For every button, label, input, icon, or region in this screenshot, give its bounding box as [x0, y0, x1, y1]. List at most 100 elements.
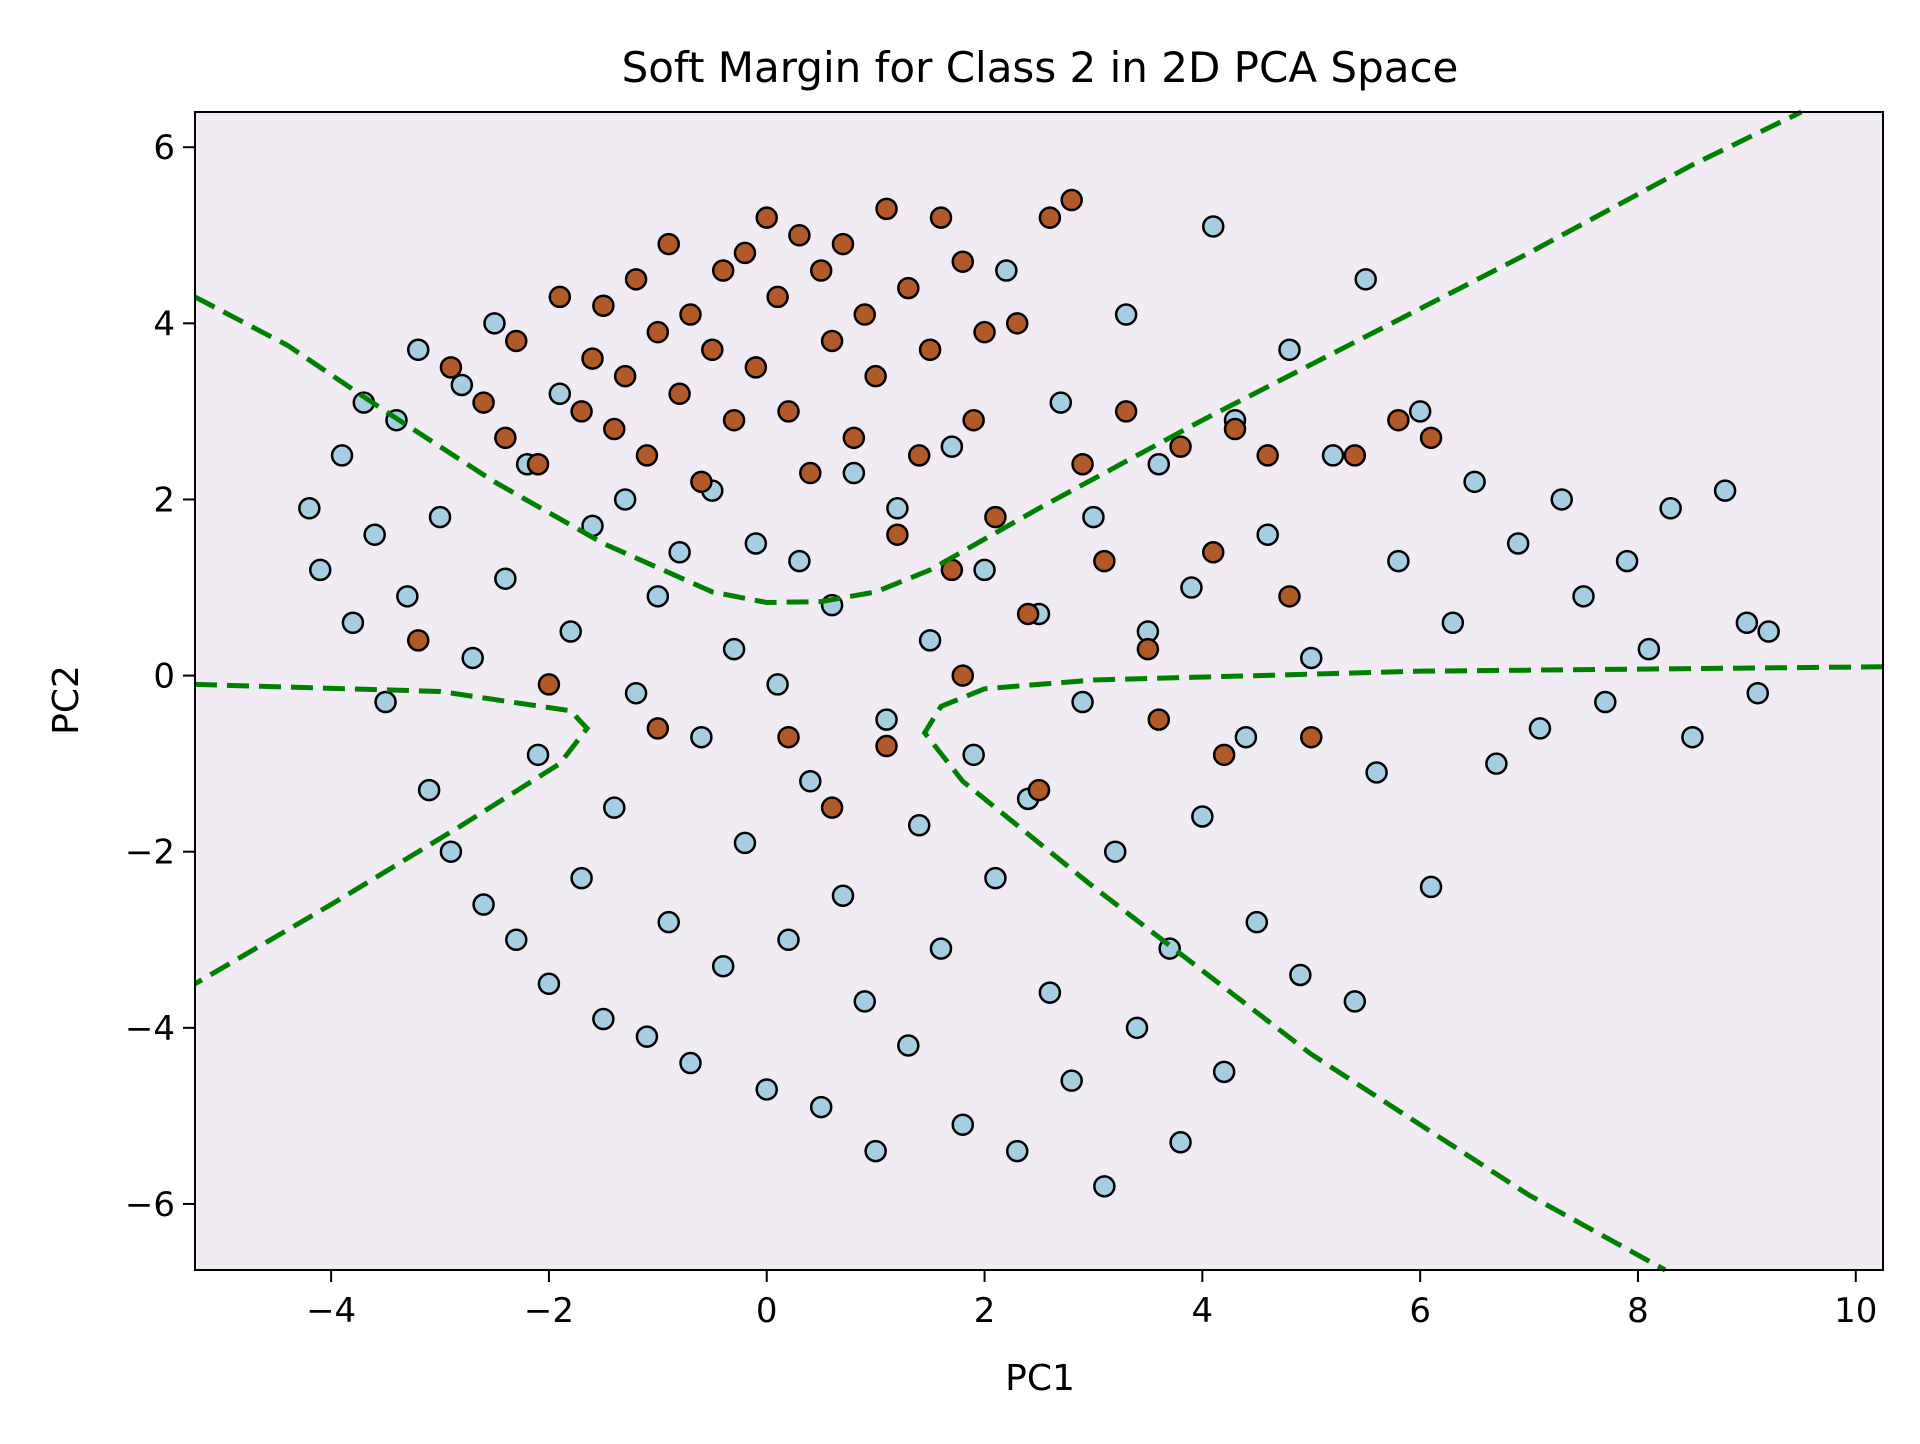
- point-other-class: [417, 778, 441, 802]
- point-other-class: [1093, 1175, 1116, 1198]
- point-other-class: [1049, 391, 1073, 414]
- y-axis-ticks: −6 −4 −2 0 2 4 6: [125, 128, 195, 1225]
- point-class-2: [907, 444, 931, 467]
- point-other-class: [690, 725, 713, 749]
- point-class-2: [537, 673, 561, 696]
- point-class-2: [1114, 400, 1138, 423]
- y-tick-label: 2: [153, 480, 175, 520]
- point-other-class: [1256, 523, 1279, 546]
- point-class-2: [984, 505, 1007, 529]
- point-other-class: [1082, 505, 1105, 529]
- point-other-class: [897, 1034, 920, 1057]
- point-class-2: [1256, 444, 1279, 467]
- point-class-2: [973, 320, 996, 344]
- point-class-2: [1136, 637, 1160, 661]
- point-other-class: [548, 382, 572, 406]
- point-other-class: [886, 497, 909, 520]
- point-class-2: [603, 417, 626, 441]
- point-class-2: [875, 734, 898, 758]
- point-class-2: [788, 224, 811, 247]
- point-other-class: [570, 866, 593, 890]
- point-other-class: [1005, 1139, 1029, 1163]
- point-class-2: [875, 197, 898, 221]
- point-class-2: [407, 629, 430, 652]
- point-other-class: [1354, 268, 1377, 291]
- point-class-2: [657, 232, 680, 256]
- point-other-class: [755, 1078, 778, 1101]
- point-class-2: [886, 523, 909, 546]
- point-other-class: [374, 690, 397, 714]
- x-tick-label: −2: [524, 1291, 574, 1331]
- point-other-class: [962, 743, 985, 767]
- point-other-class: [646, 585, 670, 608]
- point-other-class: [657, 910, 680, 934]
- point-other-class: [559, 620, 582, 643]
- point-class-2: [592, 294, 615, 317]
- point-other-class: [733, 831, 757, 855]
- point-other-class: [1735, 611, 1759, 635]
- point-other-class: [1757, 620, 1780, 643]
- point-other-class: [363, 523, 386, 546]
- margin-lines-layer: [193, 109, 1884, 1273]
- x-axis-ticks: −4 −2 0 2 4 6 8 10: [306, 1270, 1877, 1331]
- point-class-2: [1212, 743, 1236, 767]
- point-other-class: [1365, 761, 1388, 784]
- point-other-class: [1713, 479, 1737, 502]
- point-class-2: [951, 250, 975, 273]
- chart-title: Soft Margin for Class 2 in 2D PCA Space: [622, 43, 1459, 92]
- point-class-2: [809, 259, 833, 282]
- point-class-2: [777, 725, 800, 749]
- point-class-2: [1300, 725, 1323, 749]
- point-other-class: [918, 629, 942, 652]
- point-other-class: [624, 681, 648, 705]
- point-other-class: [1321, 444, 1345, 467]
- x-tick-label: 0: [756, 1291, 778, 1331]
- point-other-class: [1114, 303, 1138, 326]
- point-class-2: [624, 268, 648, 291]
- point-class-2: [853, 303, 877, 326]
- point-class-2: [766, 285, 789, 309]
- point-other-class: [505, 928, 528, 952]
- point-class-2: [646, 320, 670, 344]
- point-class-2: [820, 329, 844, 353]
- point-class-2: [701, 338, 724, 362]
- point-class-2: [668, 382, 691, 406]
- point-other-class: [1659, 497, 1682, 520]
- point-other-class: [1245, 910, 1269, 934]
- point-class-2: [951, 664, 975, 687]
- point-class-2: [755, 206, 778, 229]
- point-other-class: [1125, 1016, 1149, 1040]
- point-other-class: [1289, 963, 1312, 987]
- point-class-2: [1223, 417, 1247, 441]
- point-class-2: [1387, 408, 1410, 432]
- point-other-class: [1343, 990, 1367, 1013]
- point-class-2: [1169, 435, 1192, 458]
- point-other-class: [940, 435, 964, 458]
- point-class-2: [1060, 188, 1083, 212]
- point-other-class: [875, 708, 898, 731]
- point-other-class: [308, 558, 332, 582]
- point-other-class: [984, 866, 1007, 890]
- point-other-class: [537, 972, 561, 996]
- x-tick-label: −4: [306, 1291, 356, 1331]
- point-other-class: [722, 637, 746, 661]
- point-other-class: [613, 488, 637, 511]
- y-axis-label: PC2: [46, 665, 87, 735]
- y-tick-label: −4: [125, 1009, 175, 1049]
- point-other-class: [1746, 681, 1770, 705]
- point-other-class: [744, 532, 768, 555]
- x-axis-label: PC1: [1005, 1358, 1075, 1399]
- point-other-class: [973, 558, 996, 582]
- margin-line-3: [921, 664, 1884, 1273]
- plot-background: [195, 112, 1883, 1270]
- point-other-class: [298, 497, 321, 520]
- point-other-class: [1300, 646, 1323, 670]
- point-other-class: [1169, 1131, 1192, 1154]
- point-other-class: [461, 646, 484, 670]
- point-class-2: [711, 259, 735, 282]
- point-class-2: [646, 717, 670, 740]
- y-tick-label: 0: [153, 657, 175, 697]
- point-other-class: [1234, 725, 1258, 749]
- point-class-2: [777, 400, 800, 423]
